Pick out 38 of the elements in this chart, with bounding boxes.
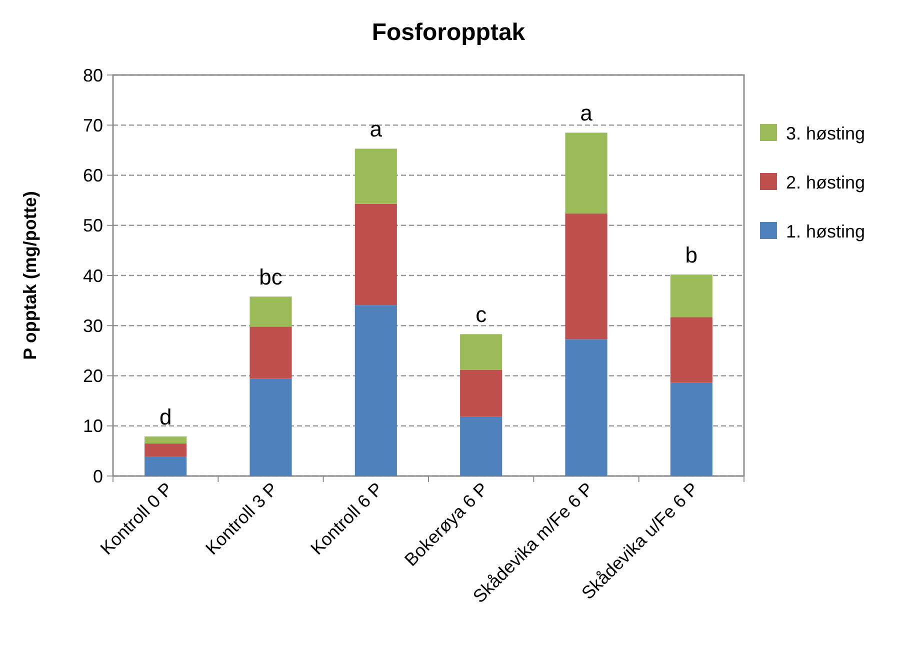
bar — [460, 370, 502, 417]
bar — [354, 305, 397, 476]
bar — [354, 204, 397, 306]
y-tick-label: 0 — [92, 466, 103, 486]
bar — [565, 339, 608, 476]
annotation: a — [370, 116, 383, 142]
y-tick-label: 30 — [82, 316, 103, 336]
bar — [460, 334, 502, 370]
bar — [250, 378, 292, 476]
bar — [670, 382, 712, 476]
legend-label: 3. høsting — [786, 123, 866, 144]
bar — [670, 274, 712, 318]
legend-label: 2. høsting — [786, 172, 866, 192]
legend-label: 1. høsting — [786, 221, 866, 242]
bar — [250, 296, 292, 327]
y-tick-label: 10 — [82, 416, 103, 436]
y-axis-title: P opptak (mg/potte) — [20, 191, 40, 360]
bar — [144, 443, 187, 456]
y-tick-label: 40 — [82, 266, 103, 286]
y-tick-label: 80 — [82, 65, 103, 86]
bar — [460, 416, 502, 476]
annotation: c — [476, 302, 487, 328]
y-tick-label: 20 — [82, 366, 103, 386]
bar — [670, 317, 712, 383]
bar — [565, 213, 608, 340]
y-tick-label: 70 — [82, 115, 103, 136]
annotation: d — [159, 404, 172, 430]
y-tick-label: 50 — [82, 216, 103, 236]
bar — [144, 436, 187, 444]
bar — [144, 456, 187, 476]
y-tick-label: 60 — [82, 166, 103, 186]
annotation: a — [580, 100, 594, 126]
bar — [250, 326, 292, 379]
annotation: b — [685, 242, 698, 268]
bar — [354, 148, 397, 204]
annotation: bc — [259, 264, 282, 290]
bar — [565, 132, 608, 214]
chart-title: Fosforopptak — [372, 19, 526, 46]
